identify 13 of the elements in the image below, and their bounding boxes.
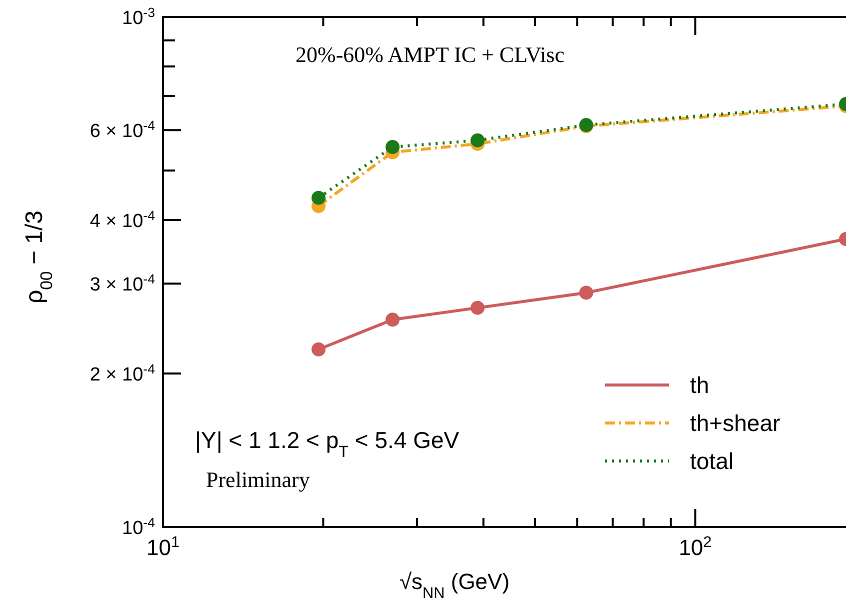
y-tick-label: 2 × 10$^{-4}$ bbox=[90, 360, 155, 386]
annotation: |Y| < 1 1.2 < p$_{T}$ < 5.4 GeV bbox=[195, 427, 460, 461]
y-tick-label: 6 × 10$^{-4}$ bbox=[90, 118, 155, 142]
x-axis-title: √s$_{NN}$ (GeV) bbox=[399, 569, 510, 602]
legend-label: total bbox=[690, 448, 734, 474]
y-tick-label: 3 × 10$^{-4}$ bbox=[90, 271, 155, 296]
annotation: Preliminary bbox=[206, 467, 310, 492]
y-tick-label: 10$^{-3}$ bbox=[122, 4, 155, 29]
y-tick-label: 4 × 10$^{-4}$ bbox=[90, 207, 155, 232]
annotation: 20%-60% AMPT IC + CLVisc bbox=[296, 42, 565, 67]
x-tick-label: 10$^{2}$ bbox=[678, 534, 712, 560]
legend-label: th+shear bbox=[690, 410, 780, 436]
legend-label: th bbox=[690, 372, 710, 398]
